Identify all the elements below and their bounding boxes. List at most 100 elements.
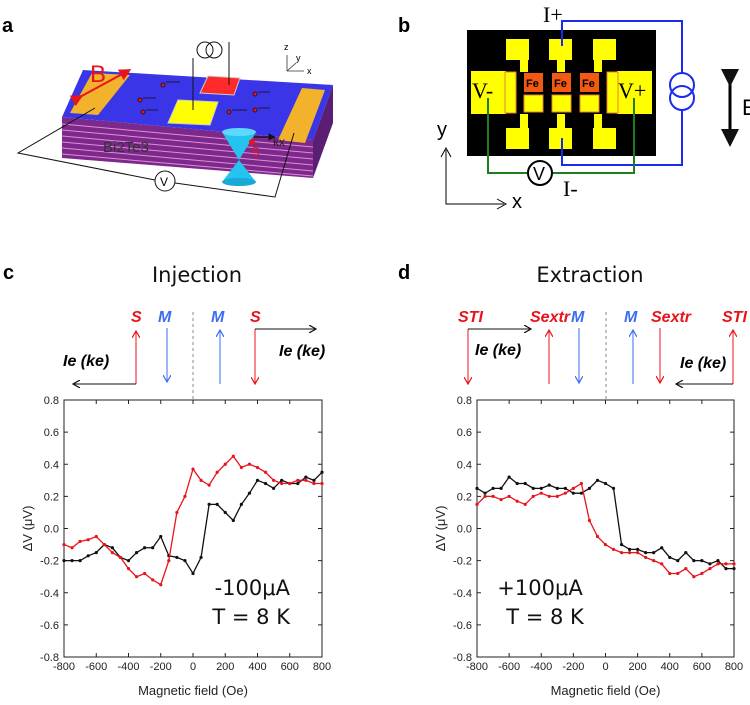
y-tick-label: 0.6 [44,427,59,439]
data-point-black [296,481,300,486]
k-label: kx [273,135,285,149]
data-point-black [515,481,519,486]
data-point-red [595,534,600,539]
data-point-red [652,559,656,563]
data-point-black [312,478,316,482]
y-tick-label: -0.2 [453,556,472,568]
data-point-black [636,547,640,551]
x-tick-label: -800 [53,661,75,673]
data-point-red [223,462,227,466]
magnetization-label: M [211,309,225,326]
data-point-black [652,550,656,555]
data-point-black [223,510,227,515]
spin-ti-label: STI [722,309,747,326]
v-plus-label: V+ [618,78,646,103]
x-tick-label: 200 [628,661,646,673]
data-point-red [62,542,66,547]
voltage-wire-left [487,98,528,174]
current-label: Ie (ke) [63,353,109,370]
data-point-red [611,547,616,551]
data-point-black [676,559,680,563]
current-wire-bottom [561,110,683,166]
data-point-black [159,534,163,539]
data-point-black [199,555,203,560]
data-point-black [134,550,139,555]
data-point-red [280,481,284,486]
data-point-red [547,494,551,498]
data-point-red [475,502,479,507]
field-arrow [69,69,132,107]
y-tick-label: 0.2 [44,491,59,503]
x-tick-label: 0 [602,661,608,673]
data-point-red [272,478,276,482]
chart-extraction: -800 -600 -400 -200 0 200 400 600 800 0.8 0.6 0.4 0.… [433,395,743,698]
data-point-red [207,483,211,487]
data-point-black [231,518,235,523]
data-point-red [555,494,559,498]
data-point-black [62,559,66,563]
data-point-black [263,481,268,486]
x-tick-label: -200 [150,661,172,673]
x-tick-label: 400 [661,661,679,673]
data-point-black [78,559,82,563]
data-point-red [700,571,704,576]
y-tick-label: -0.8 [40,652,59,664]
y-tick-label: 0.4 [44,459,59,471]
data-point-red [587,518,592,523]
data-point-black [539,486,543,490]
data-point-red [531,494,535,498]
data-point-red [159,583,163,587]
data-point-black [70,559,74,563]
field-label: B [90,61,106,88]
temperature-annotation: T = 8 K [211,605,291,629]
data-point-black [644,550,648,555]
data-point-black [531,486,535,490]
right-electrode [278,88,325,143]
fe-electrodes: Fe Fe Fe [524,73,599,92]
current-annotation: +100μA [497,576,583,600]
data-point-red [255,465,260,470]
data-point-black [716,559,720,563]
x-tick-label: 800 [725,661,743,673]
axes-triad [286,55,304,72]
axis-y-label-b: y [437,119,447,141]
panel-label-d: d [398,262,410,284]
data-point-black [94,550,98,555]
data-point-red [491,494,495,498]
x-tick-label: 600 [693,661,711,673]
panel-c-title: Injection [152,263,242,287]
data-point-red [175,510,179,515]
data-point-red [231,454,235,458]
y-tick-label: 0.0 [457,524,472,536]
data-point-black [255,478,260,482]
y-tick-label: 0.0 [44,524,59,536]
magnetization-label: M [571,309,585,326]
data-point-red [684,567,688,571]
data-point-black [151,546,155,550]
axis-z-label: z [284,42,289,52]
data-point-black [660,546,664,550]
plot-frame [63,399,323,658]
spin-label: S [131,309,142,326]
data-point-red [579,481,584,486]
y-tick-label: -0.6 [453,620,472,632]
data-point-red [304,478,308,482]
panel-d-header: d Extraction STI Sextr M M Sextr STI Ie … [398,262,747,400]
data-point-red [483,494,487,498]
x-tick-label: 400 [248,661,266,673]
y-tick-label: -0.8 [453,652,472,664]
data-point-red [94,534,98,539]
panel-b: b Fe Fe Fe V- V+ I+ I- [398,2,750,213]
data-point-black [563,486,567,490]
data-point-black [491,486,495,490]
data-point-black [523,481,527,486]
data-point-black [579,491,584,495]
x-axis-label: Magnetic field (Oe) [551,683,661,698]
data-point-black [595,478,600,482]
injector-pad [167,99,219,126]
data-point-black [483,491,487,495]
y-tick-label: -0.4 [453,588,472,600]
data-point-red [126,567,131,571]
data-point-red [143,571,147,576]
